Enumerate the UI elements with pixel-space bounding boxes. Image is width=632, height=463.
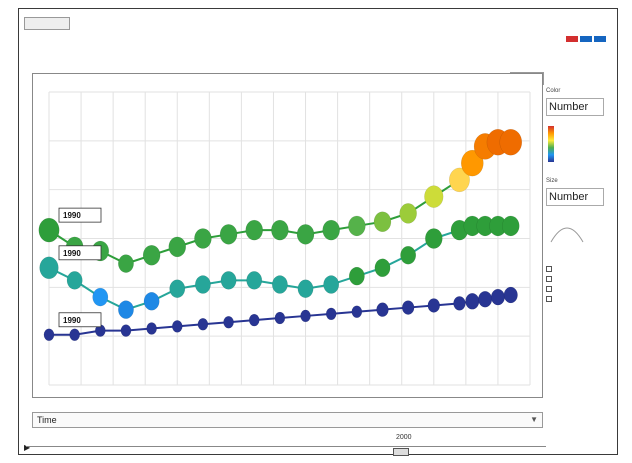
side-panel: Color Number Size Number	[543, 88, 604, 318]
data-point	[92, 287, 109, 307]
data-point	[460, 149, 484, 177]
data-point	[248, 313, 260, 327]
data-point	[118, 300, 134, 319]
chart-area[interactable]: 1990 1990 1990	[32, 73, 543, 398]
data-point	[297, 279, 314, 298]
data-point	[427, 298, 440, 313]
data-point	[142, 244, 161, 266]
color-select[interactable]: Number	[546, 98, 604, 116]
series-tag-box	[58, 245, 102, 261]
series-tag-1: 1990	[58, 207, 102, 223]
data-point	[143, 292, 160, 311]
data-point	[348, 266, 365, 286]
data-point	[325, 307, 337, 321]
data-point	[376, 302, 389, 317]
data-point	[38, 217, 60, 243]
data-point	[194, 228, 212, 249]
size-legend-icon	[550, 227, 584, 243]
data-point	[146, 322, 157, 335]
size-label: Size	[546, 178, 558, 184]
data-point	[195, 275, 211, 294]
flag-icons	[566, 36, 606, 42]
data-point	[424, 185, 444, 208]
x-axis-select[interactable]: Time ▼	[32, 412, 543, 428]
data-point	[223, 315, 234, 329]
checkbox-2[interactable]	[546, 276, 552, 282]
data-point	[478, 290, 493, 308]
data-point	[271, 275, 288, 294]
checkbox-3[interactable]	[546, 286, 552, 292]
data-point	[490, 288, 505, 306]
bubble-chart[interactable]: 1990 1990 1990	[33, 74, 544, 399]
data-point	[453, 296, 466, 311]
data-point	[118, 254, 134, 273]
data-point	[351, 305, 363, 318]
data-point	[168, 236, 187, 258]
series-tag-text: 1990	[63, 316, 81, 325]
checkbox-1[interactable]	[546, 266, 552, 272]
data-point	[400, 245, 417, 265]
data-point	[246, 271, 263, 290]
time-slider-thumb[interactable]	[393, 448, 409, 456]
data-point	[499, 128, 523, 156]
data-point	[348, 215, 366, 237]
data-point	[39, 256, 59, 280]
current-year: 2000	[396, 434, 412, 441]
data-point	[69, 328, 81, 342]
dropdown-arrow-icon: ▼	[530, 415, 538, 424]
size-select[interactable]: Number	[546, 188, 604, 206]
data-point	[465, 293, 480, 310]
data-point	[374, 258, 391, 278]
data-point	[220, 271, 237, 290]
data-point	[399, 203, 417, 224]
data-point	[449, 167, 470, 193]
series-tag-text: 1990	[63, 249, 81, 258]
data-point	[43, 328, 55, 342]
data-point	[323, 275, 340, 294]
data-point	[219, 224, 238, 245]
time-slider[interactable]	[26, 446, 546, 452]
data-point	[296, 224, 315, 245]
data-point	[274, 311, 286, 325]
series-tag-box	[58, 312, 102, 328]
data-point	[373, 211, 392, 233]
data-point	[502, 215, 520, 237]
data-point	[401, 300, 415, 315]
data-point	[271, 219, 289, 241]
data-point	[66, 271, 83, 290]
data-point	[322, 219, 340, 241]
series-tag-2: 1990	[58, 245, 102, 261]
series-tag-3: 1990	[58, 312, 102, 328]
x-axis-select-value: Time	[37, 415, 57, 425]
series-tag-box	[58, 207, 102, 223]
flag-icon-1	[566, 36, 578, 42]
data-point	[197, 318, 209, 331]
data-point	[425, 228, 443, 249]
data-point	[120, 324, 132, 337]
flag-icon-2	[580, 36, 592, 42]
top-left-button[interactable]	[24, 17, 70, 30]
color-label: Color	[546, 88, 561, 94]
series-tag-text: 1990	[63, 211, 81, 220]
data-point	[171, 320, 183, 333]
data-point	[245, 219, 263, 241]
play-icon[interactable]: ▶	[24, 443, 31, 452]
checkbox-4[interactable]	[546, 296, 552, 302]
flag-icon-3	[594, 36, 606, 42]
data-point	[503, 286, 518, 304]
data-point	[169, 279, 186, 298]
color-legend-bar	[548, 126, 554, 162]
data-point	[300, 309, 311, 323]
